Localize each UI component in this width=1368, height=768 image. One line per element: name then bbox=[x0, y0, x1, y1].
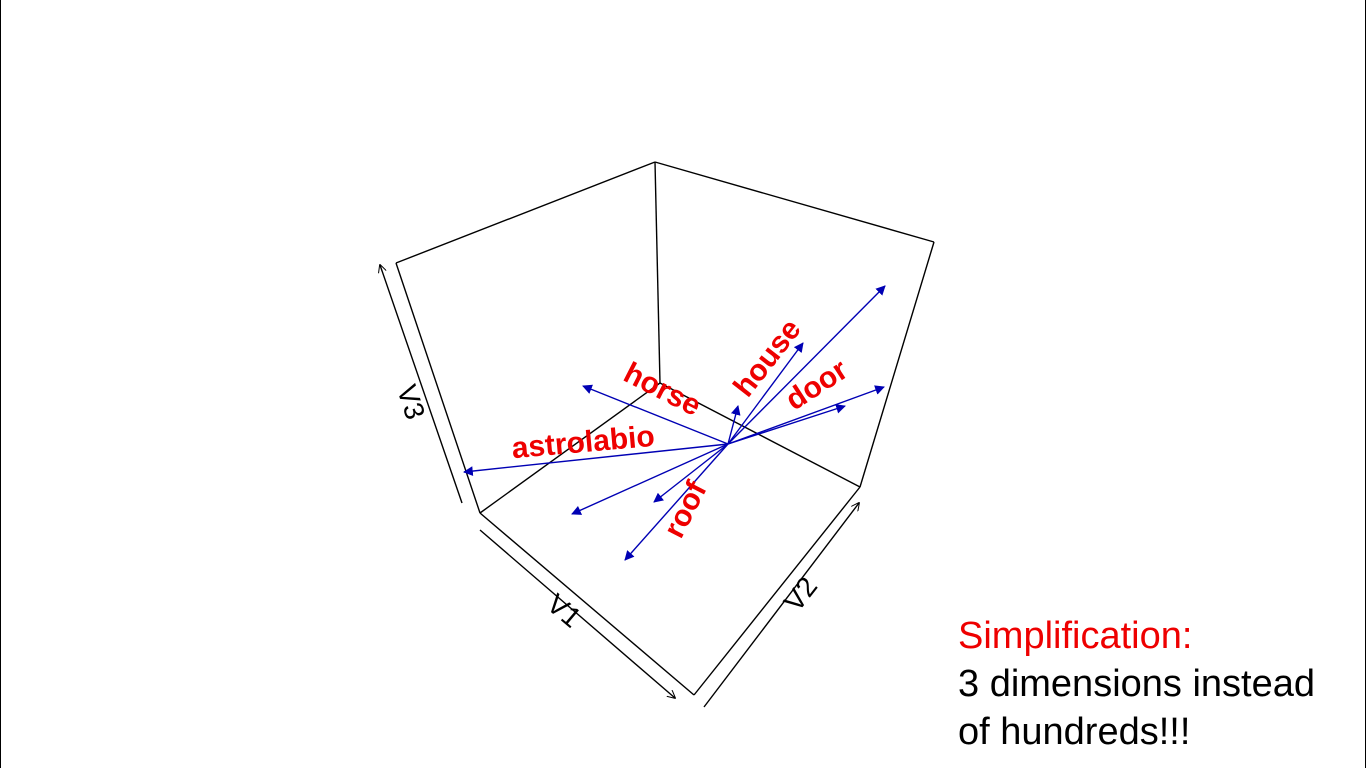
axis-label-v3: V3 bbox=[391, 381, 431, 423]
vector-astrolabio bbox=[463, 443, 729, 476]
box-edge-back-vertical bbox=[654, 161, 661, 384]
axis-label-v1: V1 bbox=[541, 588, 587, 634]
word-label-horse: horse bbox=[618, 356, 706, 422]
word-label-roof: roof bbox=[658, 475, 714, 543]
vector-upper-right bbox=[727, 285, 886, 445]
caption-headline: Simplification: bbox=[958, 615, 1193, 657]
word-label-astrolabio: astrolabio bbox=[510, 420, 656, 465]
box-edge-top-right bbox=[654, 161, 935, 243]
vector-horse bbox=[582, 384, 729, 445]
box-wireframe bbox=[395, 161, 935, 696]
box-edge-floor-front-left bbox=[479, 512, 695, 696]
caption-line-1: 3 dimensions instead bbox=[958, 663, 1315, 705]
word-vectors bbox=[463, 285, 886, 561]
box-edge-top-left bbox=[395, 161, 656, 264]
axis-arrow-v2 bbox=[703, 503, 859, 708]
vector-lower-left bbox=[571, 443, 729, 515]
axis-arrow-v3 bbox=[380, 265, 463, 504]
vector-roof-short bbox=[653, 443, 729, 503]
vector-door bbox=[727, 385, 885, 445]
vector-door-short bbox=[727, 404, 846, 445]
box-edge-right-vertical bbox=[859, 241, 935, 488]
vector-roof bbox=[624, 443, 729, 561]
caption-line-2: of hundreds!!! bbox=[958, 711, 1191, 753]
word-labels: horse house door astrolabio roof bbox=[510, 313, 854, 543]
axis-label-v2: V2 bbox=[778, 571, 824, 617]
axis-arrows bbox=[380, 265, 859, 708]
box-edge-floor-front-right bbox=[693, 486, 861, 696]
axis-arrow-v1 bbox=[479, 529, 675, 698]
caption: Simplification: 3 dimensions instead of … bbox=[958, 612, 1315, 756]
vector-house bbox=[727, 342, 804, 445]
vector-house-short bbox=[727, 405, 741, 445]
box-edge-floor-back-right bbox=[659, 382, 861, 488]
